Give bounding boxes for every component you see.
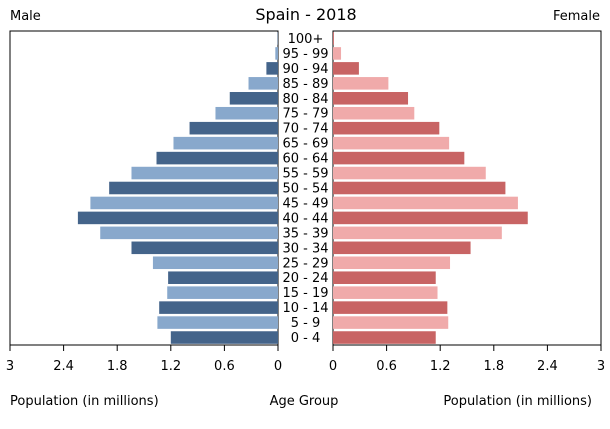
male-bar — [157, 152, 278, 165]
male-axis-ticks: 0 0.6 1.2 1.8 2.4 3 — [6, 345, 282, 374]
male-tick-label: 0 — [274, 359, 282, 374]
age-group-label: 60 - 64 — [282, 152, 328, 167]
age-group-label: 10 - 14 — [282, 301, 328, 316]
male-bar — [153, 256, 278, 269]
male-bars — [78, 32, 278, 344]
age-group-label: 0 - 4 — [291, 331, 321, 346]
female-bar — [333, 32, 334, 45]
male-bar — [168, 271, 278, 284]
female-bars — [333, 32, 528, 344]
female-tick-label: 1.2 — [430, 359, 451, 374]
female-bar — [333, 167, 486, 180]
age-group-label: 15 - 19 — [282, 286, 328, 301]
age-group-label: 100+ — [288, 32, 324, 47]
age-group-label: 95 - 99 — [282, 47, 328, 62]
female-bar — [333, 271, 436, 284]
female-bar — [333, 137, 449, 150]
female-bar — [333, 92, 408, 105]
male-tick-label: 1.8 — [107, 359, 128, 374]
age-group-label: 80 - 84 — [282, 92, 328, 107]
age-group-label: 35 - 39 — [282, 226, 328, 241]
male-bar — [167, 286, 278, 299]
male-bar — [266, 62, 278, 75]
age-group-label: 70 - 74 — [282, 122, 328, 137]
male-bar — [190, 122, 278, 135]
male-label: Male — [10, 9, 41, 24]
female-bar — [333, 152, 464, 165]
female-bar — [333, 197, 518, 210]
female-bar — [333, 301, 447, 314]
male-bar — [275, 47, 278, 60]
male-bar — [173, 137, 278, 150]
male-tick-label: 1.2 — [160, 359, 181, 374]
female-tick-label: 2.4 — [537, 359, 558, 374]
age-group-label: 90 - 94 — [282, 62, 328, 77]
female-tick-label: 1.8 — [483, 359, 504, 374]
male-bar — [249, 77, 278, 90]
female-tick-label: 3 — [597, 359, 605, 374]
female-bar — [333, 62, 359, 75]
age-group-label: 5 - 9 — [291, 316, 321, 331]
age-group-label: 55 - 59 — [282, 167, 328, 182]
male-bar — [78, 212, 278, 225]
male-bar — [157, 316, 278, 329]
female-bar — [333, 77, 388, 90]
age-group-label: 30 - 34 — [282, 241, 328, 256]
age-group-label: 50 - 54 — [282, 182, 328, 197]
female-bar — [333, 212, 528, 225]
male-bar — [171, 331, 278, 344]
male-bar — [131, 167, 278, 180]
female-bar — [333, 227, 502, 240]
female-bar — [333, 286, 438, 299]
female-axis-ticks: 0 0.6 1.2 1.8 2.4 3 — [329, 345, 605, 374]
female-tick-label: 0 — [329, 359, 337, 374]
age-group-label: 85 - 89 — [282, 77, 328, 92]
male-tick-label: 2.4 — [53, 359, 74, 374]
male-bar — [131, 242, 278, 255]
female-bar — [333, 47, 341, 60]
female-bar — [333, 331, 436, 344]
age-group-label: 25 - 29 — [282, 256, 328, 271]
male-tick-label: 3 — [6, 359, 14, 374]
male-bar — [100, 227, 278, 240]
male-x-axis-label: Population (in millions) — [10, 394, 159, 409]
female-bar — [333, 256, 450, 269]
female-bar — [333, 122, 439, 135]
female-bar — [333, 107, 414, 120]
age-group-label: 65 - 69 — [282, 137, 328, 152]
male-bar — [90, 197, 278, 210]
male-tick-label: 0.6 — [214, 359, 235, 374]
male-bar — [109, 182, 278, 195]
center-x-axis-label: Age Group — [270, 394, 339, 409]
female-label: Female — [553, 9, 600, 24]
female-bar — [333, 316, 448, 329]
age-group-label: 45 - 49 — [282, 196, 328, 211]
age-group-label: 20 - 24 — [282, 271, 328, 286]
female-tick-label: 0.6 — [376, 359, 397, 374]
age-group-label: 40 - 44 — [282, 211, 328, 226]
female-x-axis-label: Population (in millions) — [443, 394, 592, 409]
age-group-label: 75 - 79 — [282, 107, 328, 122]
female-bar — [333, 242, 471, 255]
chart-title: Spain - 2018 — [255, 5, 356, 24]
male-bar — [230, 92, 278, 105]
male-bar — [215, 107, 278, 120]
female-bar — [333, 182, 505, 195]
male-bar — [159, 301, 278, 314]
